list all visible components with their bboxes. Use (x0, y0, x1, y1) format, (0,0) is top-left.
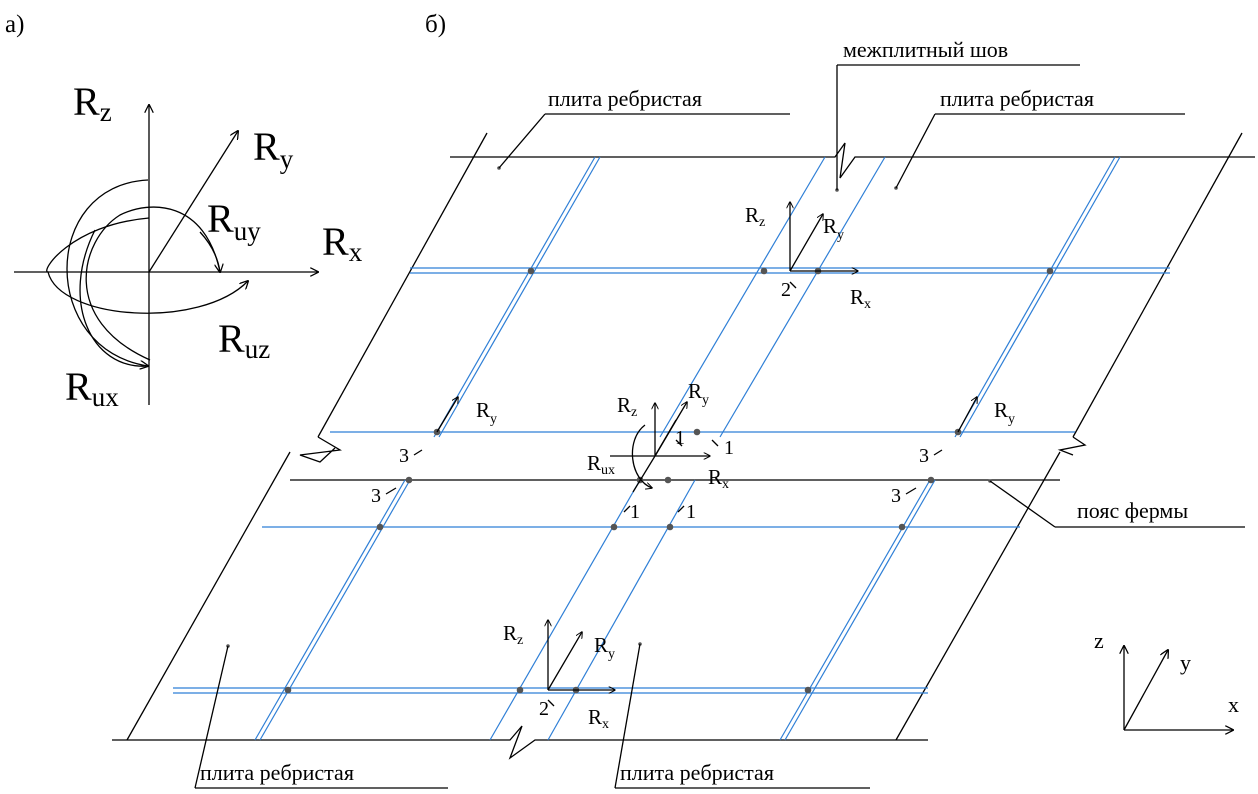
top-slab-right-edge (1072, 132, 1243, 438)
svg-text:1: 1 (630, 501, 640, 523)
leader-slab-top-right (895, 113, 936, 189)
label-slab-top-left: плита ребристая (548, 86, 702, 111)
top-slab-right-break (1057, 436, 1087, 456)
axis-label-y: y (1180, 650, 1191, 675)
svg-text:Rx: Rx (708, 465, 729, 492)
bottom-slab-bottom-edge (112, 725, 928, 760)
top-slab-left-edge (317, 132, 488, 438)
top-slab-bottom-edge (299, 436, 342, 463)
panel-label-a: а) (5, 11, 24, 38)
rib-top-d1b (438, 156, 601, 438)
svg-text:Ry: Ry (688, 379, 709, 408)
node-2-bottom: Rz Ry Rx 2 (503, 620, 615, 732)
svg-text:Rux: Rux (587, 451, 615, 478)
panel-a-force-diagram: Rz Ry Ruy Rx Ruz Rux (14, 79, 363, 412)
svg-text:3: 3 (891, 485, 901, 507)
svg-text:Ry: Ry (594, 633, 615, 662)
rib-bot-d1a (254, 479, 406, 741)
leader-slab-top-left (498, 113, 546, 169)
panel-a-moment-uz-arc (66, 179, 148, 366)
label-slab-bottom-right: плита ребристая (620, 760, 774, 785)
rib-bot-d4a (779, 479, 931, 741)
rib-top-d3 (719, 156, 886, 438)
svg-text:Rz: Rz (745, 203, 765, 230)
svg-text:3: 3 (371, 485, 381, 507)
rib-bot-d1b (259, 479, 411, 741)
bottom-slab-left-edge (126, 451, 291, 741)
node-3-left: Ry 3 3 (371, 397, 497, 507)
svg-text:3: 3 (399, 445, 409, 467)
label-joint: межплитный шов (843, 37, 1008, 62)
panel-a-label-ruz: Ruz (218, 316, 270, 364)
svg-text:Rx: Rx (850, 285, 871, 312)
panel-a-label-rz: Rz (73, 79, 112, 127)
label-chord: пояс фермы (1077, 498, 1188, 523)
panel-label-b: б) (425, 11, 446, 38)
rib-bot-d2 (489, 479, 641, 741)
top-slab-top-edge (450, 142, 1255, 179)
svg-text:Rz: Rz (617, 393, 637, 420)
panel-b-slab-diagram: плита ребристая межплитный шов плита реб… (112, 37, 1255, 789)
svg-text:2: 2 (539, 698, 549, 720)
axis-label-z: z (1094, 628, 1104, 653)
global-axes: z y x (1094, 628, 1239, 730)
svg-text:1: 1 (686, 501, 696, 523)
panel-a-axis-y (148, 131, 238, 273)
rib-top-d2 (659, 156, 826, 438)
svg-text:2: 2 (781, 279, 791, 301)
rib-top-d4a (954, 156, 1116, 438)
svg-text:Rz: Rz (503, 621, 523, 648)
rib-bot-d3 (547, 479, 696, 741)
svg-text:Ry: Ry (994, 398, 1015, 427)
rib-bot-d4b (784, 479, 936, 741)
leader-slab-bottom-right (614, 643, 641, 789)
panel-a-label-rx: Rx (322, 219, 363, 267)
rib-top-d4b (959, 156, 1121, 438)
svg-text:3: 3 (919, 445, 929, 467)
panel-a-moment-ux-return (79, 229, 149, 367)
svg-text:1: 1 (724, 437, 734, 459)
svg-text:1: 1 (675, 427, 685, 449)
panel-a-label-ruy: Ruy (207, 196, 261, 246)
panel-a-label-ry: Ry (253, 124, 294, 174)
axis-label-x: x (1228, 692, 1239, 717)
leader-slab-bottom-left (194, 645, 229, 789)
node-1-center: Rz Ry Rux Rx 1 1 1 1 (587, 379, 734, 523)
panel-a-moment-ux-arc (46, 217, 248, 314)
node-3-right: Ry 3 3 (891, 397, 1015, 507)
bottom-slab-right-edge (895, 451, 1061, 741)
panel-a-moment-uy-arc (85, 206, 221, 361)
label-slab-bottom-left: плита ребристая (200, 760, 354, 785)
label-slab-top-right: плита ребристая (940, 86, 1094, 111)
node-2-top: Rz Ry Rx 2 (745, 202, 871, 312)
svg-text:Ry: Ry (823, 214, 844, 243)
rib-top-d1a (433, 156, 596, 438)
leader-chord (989, 480, 1056, 528)
svg-text:Ry: Ry (476, 398, 497, 427)
panel-a-moment-uy-head (199, 231, 220, 272)
panel-a-label-rux: Rux (65, 364, 119, 412)
svg-text:Rx: Rx (588, 705, 609, 732)
